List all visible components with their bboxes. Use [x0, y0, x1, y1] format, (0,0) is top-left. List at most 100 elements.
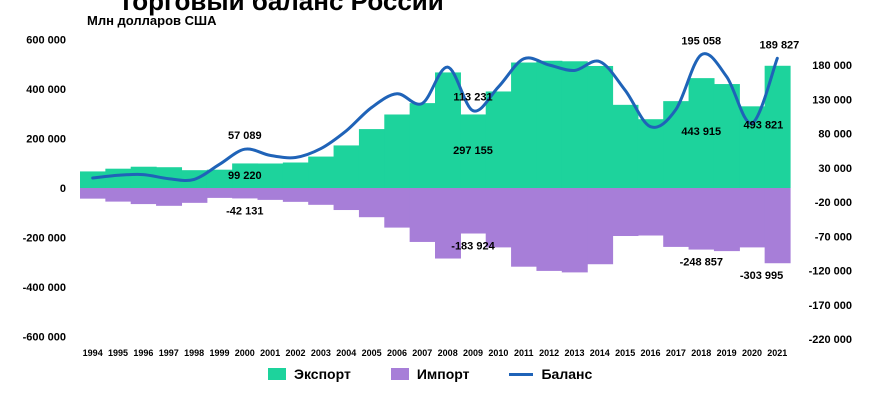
- import-bar-2018: [688, 188, 715, 250]
- export-bar-2007: [409, 103, 436, 188]
- x-tick-label: 1996: [133, 348, 153, 358]
- x-tick-label: 2016: [640, 348, 660, 358]
- x-tick-label: 2007: [412, 348, 432, 358]
- import-bar-2020: [739, 188, 766, 248]
- data-label-2009: -183 924: [451, 241, 495, 253]
- import-bar-2021: [764, 188, 791, 264]
- import-bar-1997: [156, 188, 183, 206]
- export-bar-2006: [384, 114, 411, 188]
- data-labels-layer: 57 089 99 220 -42 131 113 231 297 155 -183 92…: [226, 36, 799, 283]
- x-tick-label: 2020: [742, 348, 762, 358]
- export-bar-2001: [257, 163, 284, 188]
- export-bar-1995: [105, 168, 132, 188]
- export-bar-2008: [435, 72, 461, 188]
- data-label-2009: 113 231: [453, 92, 492, 104]
- x-tick-label: 2000: [235, 348, 255, 358]
- right-tick-label: -120 000: [809, 266, 852, 278]
- import-bar-2012: [536, 188, 563, 271]
- export-bar-2000: [232, 163, 259, 188]
- x-tick-label: 2010: [488, 348, 508, 358]
- legend-swatch-export: [268, 368, 286, 380]
- import-bar-1999: [206, 188, 233, 198]
- x-tick-label: 2006: [387, 348, 407, 358]
- export-bar-2009: [460, 114, 487, 188]
- left-axis-ticks: 600 000 400 000 200 000 0 -200 000 -400 000 -6…: [23, 35, 66, 344]
- data-label-2018: 443 915: [681, 126, 721, 138]
- x-tick-label: 2018: [691, 348, 711, 358]
- export-bar-2019: [713, 84, 740, 188]
- chart-title: Торговый баланс России: [118, 0, 444, 16]
- left-tick-label: 200 000: [26, 134, 66, 146]
- export-bar-2020: [739, 106, 766, 188]
- x-tick-label: 1995: [108, 348, 128, 358]
- export-bar-1999: [206, 169, 233, 188]
- data-label-2021: 493 821: [744, 119, 784, 131]
- left-tick-label: 400 000: [26, 84, 66, 96]
- chart-subtitle: Млн долларов США: [87, 13, 217, 28]
- data-label-2009: 297 155: [453, 145, 493, 157]
- left-tick-label: 0: [60, 183, 66, 195]
- export-bar-2012: [536, 60, 563, 188]
- import-bar-2013: [561, 188, 588, 273]
- right-tick-label: 30 000: [818, 163, 852, 175]
- left-tick-label: -200 000: [23, 233, 66, 245]
- export-bar-2005: [358, 129, 385, 188]
- left-tick-label: 600 000: [26, 35, 66, 47]
- x-tick-label: 2011: [514, 348, 534, 358]
- import-bar-2007: [409, 188, 436, 242]
- export-bar-1996: [130, 166, 157, 188]
- import-bar-1995: [105, 188, 132, 202]
- x-tick-label: 2001: [260, 348, 280, 358]
- x-tick-label: 1994: [83, 348, 103, 358]
- import-bar-2001: [257, 188, 284, 200]
- legend: Экспорт Импорт Баланс: [268, 366, 632, 382]
- legend-label-balance: Баланс: [541, 366, 593, 382]
- import-bar-2004: [333, 188, 360, 211]
- x-tick-label: 1998: [184, 348, 204, 358]
- import-bar-2008: [435, 188, 461, 259]
- x-tick-label: 2004: [336, 348, 356, 358]
- legend-swatch-import: [390, 368, 409, 380]
- data-label-2018: 195 058: [681, 36, 721, 48]
- left-tick-label: -400 000: [23, 282, 66, 294]
- data-label-2000: -42 131: [226, 205, 263, 217]
- x-tick-label: 1997: [159, 348, 179, 358]
- balance-line-layer: [91, 52, 779, 182]
- import-bar-2014: [587, 188, 614, 265]
- x-tick-label: 2012: [539, 348, 559, 358]
- export-bar-2016: [637, 119, 664, 188]
- legend-label-import: Импорт: [416, 366, 470, 382]
- import-bar-2002: [282, 188, 309, 202]
- x-tick-label: 2015: [615, 348, 635, 358]
- legend-item-balance: Баланс: [509, 366, 592, 382]
- export-bar-2011: [511, 62, 538, 188]
- data-label-2018: -248 857: [680, 257, 723, 269]
- data-label-2021: 189 827: [760, 39, 800, 51]
- x-tick-label: 2002: [285, 348, 305, 358]
- right-tick-label: 130 000: [812, 94, 852, 106]
- export-bar-2015: [612, 104, 639, 188]
- right-tick-label: 180 000: [812, 60, 852, 72]
- import-bar-2003: [308, 188, 335, 205]
- import-bar-2009: [460, 188, 487, 234]
- x-axis-ticks: 1994 1995 1996 1997 1998 1999 2000 2001 2002 2003…: [83, 348, 788, 358]
- legend-swatch-balance: [509, 372, 534, 376]
- x-tick-label: 2003: [311, 348, 331, 358]
- export-bar-2017: [663, 101, 690, 188]
- export-bar-1994: [80, 171, 106, 188]
- import-bar-2000: [232, 188, 259, 199]
- import-bar-2005: [358, 188, 385, 218]
- legend-item-export: Экспорт: [268, 366, 351, 382]
- import-bar-2017: [663, 188, 690, 247]
- x-tick-label: 2008: [438, 348, 458, 358]
- left-tick-label: -600 000: [23, 332, 66, 344]
- balance-line: [91, 52, 779, 182]
- bars-layer: [80, 60, 791, 273]
- x-tick-label: 2019: [717, 348, 737, 358]
- export-bar-2010: [485, 91, 512, 188]
- legend-item-import: Импорт: [390, 366, 470, 382]
- x-tick-label: 2017: [666, 348, 686, 358]
- x-tick-label: 2014: [590, 348, 610, 358]
- right-tick-label: -170 000: [809, 300, 852, 312]
